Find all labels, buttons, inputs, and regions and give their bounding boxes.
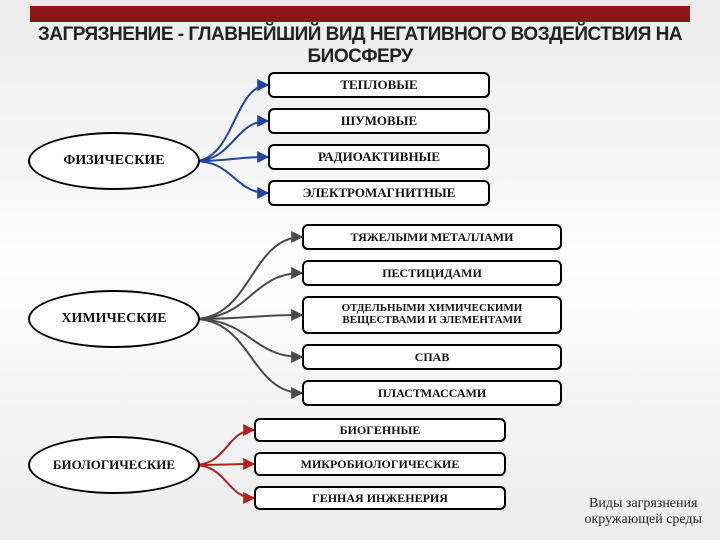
item-box: ТЕПЛОВЫЕ	[268, 72, 490, 98]
item-box: ШУМОВЫЕ	[268, 108, 490, 134]
item-box: МИКРОБИОЛОГИЧЕСКИЕ	[254, 452, 506, 476]
item-box: БИОГЕННЫЕ	[254, 418, 506, 442]
item-box: РАДИОАКТИВНЫЕ	[268, 144, 490, 170]
category-physical: ФИЗИЧЕСКИЕ	[28, 132, 200, 190]
item-box: ГЕННАЯ ИНЖЕНЕРИЯ	[254, 486, 506, 510]
category-chemical: ХИМИЧЕСКИЕ	[28, 290, 200, 348]
item-box: СПАВ	[302, 344, 562, 370]
accent-bar	[30, 6, 690, 22]
footer-line2: окружающей среды	[584, 512, 702, 528]
footer-caption: Виды загрязнения окружающей среды	[584, 496, 702, 528]
item-box: ЭЛЕКТРОМАГНИТНЫЕ	[268, 180, 490, 206]
item-box: ПЕСТИЦИДАМИ	[302, 260, 562, 286]
category-biological: БИОЛОГИЧЕСКИЕ	[28, 436, 200, 494]
footer-line1: Виды загрязнения	[584, 496, 702, 512]
page-title: ЗАГРЯЗНЕНИЕ - ГЛАВНЕЙШИЙ ВИД НЕГАТИВНОГО…	[0, 24, 720, 68]
item-box: ОТДЕЛЬНЫМИ ХИМИЧЕСКИМИ ВЕЩЕСТВАМИ И ЭЛЕМ…	[302, 296, 562, 334]
item-box: ТЯЖЕЛЫМИ МЕТАЛЛАМИ	[302, 224, 562, 250]
item-box: ПЛАСТМАССАМИ	[302, 380, 562, 406]
